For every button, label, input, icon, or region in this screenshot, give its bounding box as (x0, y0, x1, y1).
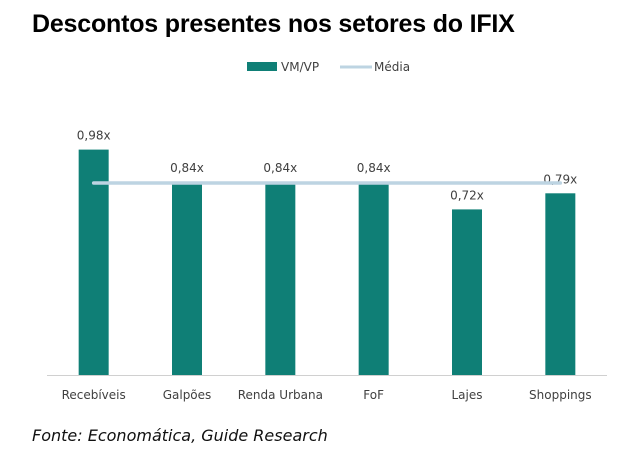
x-tick-label-4: Lajes (451, 388, 482, 402)
x-tick-label-0: Recebíveis (62, 388, 126, 402)
x-tick-label-3: FoF (363, 388, 384, 402)
bar-2 (265, 181, 296, 375)
bar-5 (545, 193, 576, 375)
bar-1 (172, 181, 202, 375)
data-label-4: 0,72x (450, 188, 484, 202)
bar-0 (78, 149, 109, 375)
bar-3 (358, 181, 389, 375)
x-tick-label-5: Shoppings (529, 388, 592, 402)
data-label-3: 0,84x (357, 161, 391, 175)
legend-label-vmvp: VM/VP (281, 60, 319, 74)
legend-swatch-vmvp (247, 62, 277, 71)
source-note: Fonte: Economática, Guide Research (32, 426, 328, 445)
data-label-0: 0,98x (77, 129, 111, 143)
chart-title: Descontos presentes nos setores do IFIX (32, 10, 515, 38)
chart: VM/VP Média 0,98x Recebíveis 0,84x Galpões 0,8… (47, 60, 607, 402)
bar-4 (452, 209, 482, 375)
x-tick-label-1: Galpões (163, 388, 212, 402)
legend-label-media: Média (374, 60, 410, 74)
data-label-2: 0,84x (263, 161, 297, 175)
x-tick-label-2: Renda Urbana (238, 388, 323, 402)
data-label-1: 0,84x (170, 161, 204, 175)
